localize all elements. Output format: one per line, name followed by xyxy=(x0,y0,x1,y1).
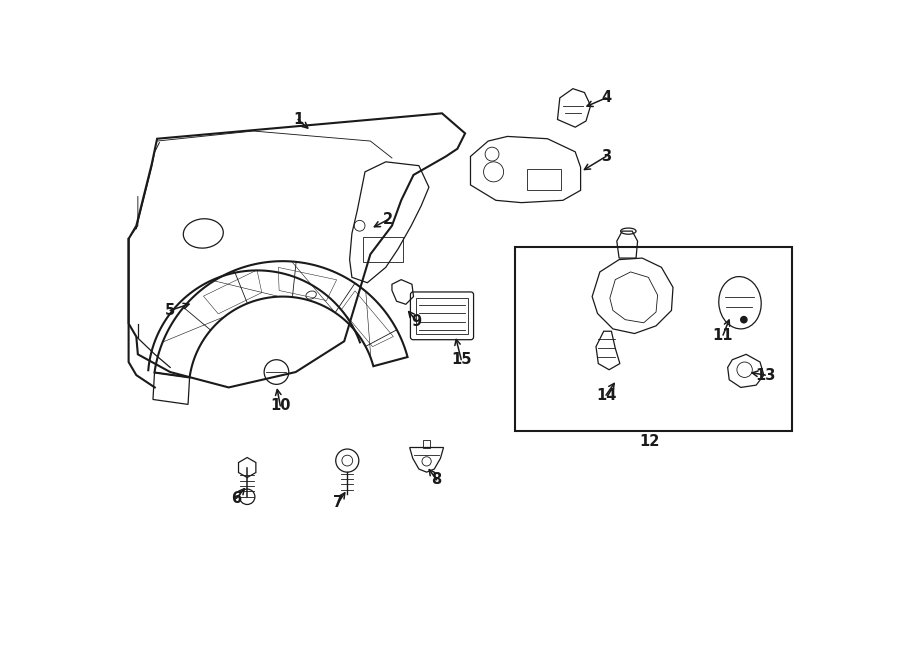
Text: 11: 11 xyxy=(713,328,734,342)
Bar xyxy=(363,237,402,262)
Text: 9: 9 xyxy=(411,314,422,329)
Text: 10: 10 xyxy=(270,399,291,414)
Text: 3: 3 xyxy=(601,149,611,164)
Bar xyxy=(423,440,430,448)
Text: 4: 4 xyxy=(601,91,611,105)
Text: 14: 14 xyxy=(596,388,617,402)
Text: 13: 13 xyxy=(755,367,776,383)
Text: 8: 8 xyxy=(431,473,442,487)
Bar xyxy=(526,169,562,190)
Text: 12: 12 xyxy=(640,434,660,449)
Text: 6: 6 xyxy=(231,491,241,506)
Text: 2: 2 xyxy=(383,212,393,227)
Circle shape xyxy=(740,316,748,324)
Text: 1: 1 xyxy=(292,112,303,127)
Bar xyxy=(515,246,792,432)
Text: 15: 15 xyxy=(451,352,472,367)
Text: 5: 5 xyxy=(165,303,176,318)
Text: 7: 7 xyxy=(333,495,343,510)
